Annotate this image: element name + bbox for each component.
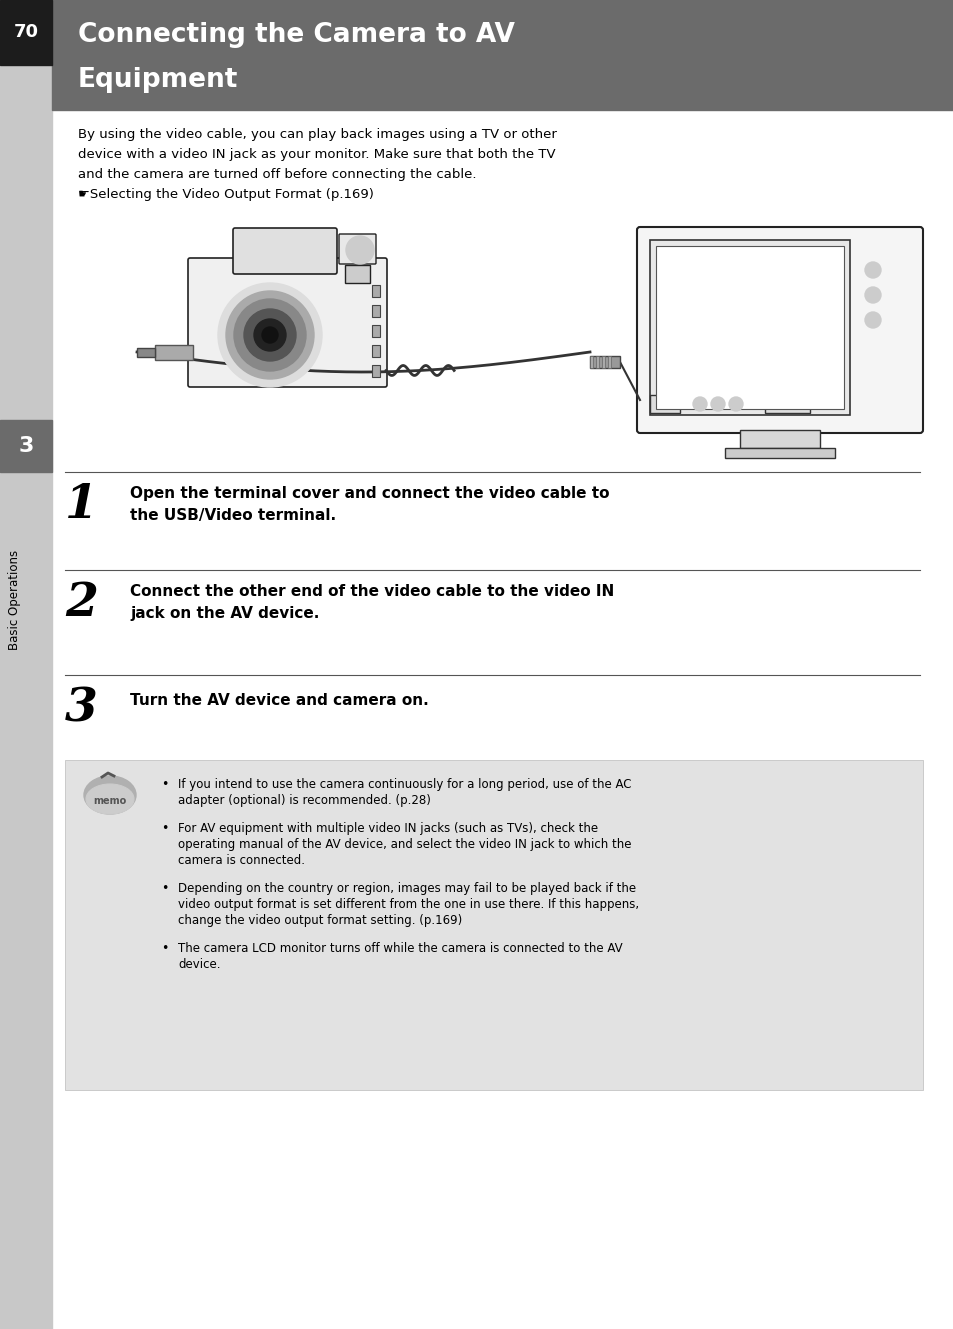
Bar <box>372 365 379 377</box>
Ellipse shape <box>86 784 133 813</box>
Circle shape <box>728 397 742 411</box>
Bar <box>372 326 379 338</box>
Text: ☛Selecting the Video Output Format (p.169): ☛Selecting the Video Output Format (p.16… <box>78 187 374 201</box>
FancyBboxPatch shape <box>188 258 387 387</box>
Text: If you intend to use the camera continuously for a long period, use of the AC: If you intend to use the camera continuo… <box>178 777 631 791</box>
Text: and the camera are turned off before connecting the cable.: and the camera are turned off before con… <box>78 167 476 181</box>
Text: The camera LCD monitor turns off while the camera is connected to the AV: The camera LCD monitor turns off while t… <box>178 942 622 956</box>
Text: •: • <box>161 777 169 791</box>
Circle shape <box>218 283 322 387</box>
Bar <box>154 346 193 360</box>
Circle shape <box>346 237 374 264</box>
Text: Depending on the country or region, images may fail to be played back if the: Depending on the country or region, imag… <box>178 882 636 894</box>
Bar <box>372 284 379 296</box>
Text: Connecting the Camera to AV: Connecting the Camera to AV <box>78 23 515 48</box>
Bar <box>607 356 610 368</box>
Bar <box>345 264 370 283</box>
Text: adapter (optional) is recommended. (p.28): adapter (optional) is recommended. (p.28… <box>178 793 431 807</box>
Text: change the video output format setting. (p.169): change the video output format setting. … <box>178 914 462 928</box>
Circle shape <box>233 299 306 371</box>
Text: For AV equipment with multiple video IN jacks (such as TVs), check the: For AV equipment with multiple video IN … <box>178 823 598 835</box>
Bar <box>764 395 809 413</box>
Bar <box>52 0 953 110</box>
Text: the USB/Video terminal.: the USB/Video terminal. <box>130 508 335 524</box>
Bar <box>65 760 923 1090</box>
Text: camera is connected.: camera is connected. <box>178 855 305 867</box>
Text: 3: 3 <box>65 684 98 731</box>
Bar <box>740 431 820 448</box>
Bar <box>372 304 379 318</box>
Circle shape <box>226 291 314 379</box>
FancyBboxPatch shape <box>338 234 375 264</box>
Bar <box>137 348 154 358</box>
Circle shape <box>262 327 277 343</box>
Circle shape <box>864 262 880 278</box>
Ellipse shape <box>84 776 136 813</box>
Text: 1: 1 <box>65 482 98 528</box>
Text: Open the terminal cover and connect the video cable to: Open the terminal cover and connect the … <box>130 486 609 501</box>
Bar <box>601 356 604 368</box>
Text: 2: 2 <box>65 579 98 626</box>
Text: Connect the other end of the video cable to the video IN: Connect the other end of the video cable… <box>130 583 614 599</box>
Text: video output format is set different from the one in use there. If this happens,: video output format is set different fro… <box>178 898 639 910</box>
Bar <box>649 395 679 413</box>
FancyBboxPatch shape <box>637 227 923 433</box>
Circle shape <box>710 397 724 411</box>
Text: operating manual of the AV device, and select the video IN jack to which the: operating manual of the AV device, and s… <box>178 839 631 851</box>
Bar <box>596 356 598 368</box>
Text: Equipment: Equipment <box>78 66 238 93</box>
Text: device.: device. <box>178 958 220 971</box>
Bar <box>372 346 379 358</box>
Bar <box>649 241 849 415</box>
Bar <box>589 356 593 368</box>
FancyBboxPatch shape <box>233 229 336 274</box>
Text: Basic Operations: Basic Operations <box>9 550 22 650</box>
Text: Turn the AV device and camera on.: Turn the AV device and camera on. <box>130 692 428 708</box>
Text: 3: 3 <box>18 436 33 456</box>
Bar <box>589 356 619 368</box>
Circle shape <box>864 287 880 303</box>
Text: •: • <box>161 823 169 835</box>
Bar <box>724 448 834 459</box>
Text: jack on the AV device.: jack on the AV device. <box>130 606 319 621</box>
Circle shape <box>253 319 286 351</box>
Circle shape <box>244 310 295 361</box>
Text: device with a video IN jack as your monitor. Make sure that both the TV: device with a video IN jack as your moni… <box>78 148 555 161</box>
Bar <box>0 420 52 472</box>
Circle shape <box>864 312 880 328</box>
Bar <box>0 0 52 1329</box>
Bar <box>656 246 843 409</box>
Text: •: • <box>161 942 169 956</box>
Circle shape <box>692 397 706 411</box>
Text: •: • <box>161 882 169 894</box>
Text: 70: 70 <box>13 23 38 41</box>
Bar <box>0 0 52 65</box>
Text: memo: memo <box>93 796 127 805</box>
Text: By using the video cable, you can play back images using a TV or other: By using the video cable, you can play b… <box>78 128 557 141</box>
